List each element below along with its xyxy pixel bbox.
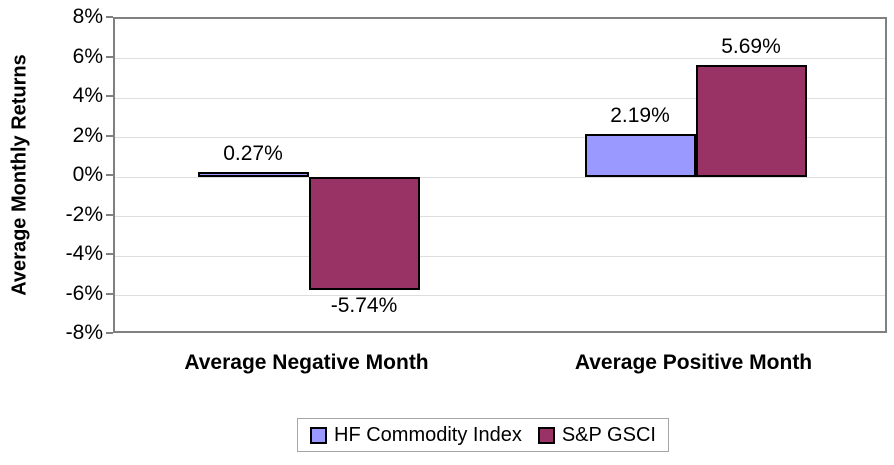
category-label: Average Negative Month xyxy=(184,351,429,374)
y-tick-label: 8% xyxy=(72,5,103,28)
bar-s-p-gsci[interactable] xyxy=(308,177,420,291)
gridline xyxy=(115,255,885,257)
y-tick-mark xyxy=(106,55,113,58)
bar-hf-commodity-index[interactable] xyxy=(197,171,309,177)
legend[interactable]: HF Commodity Index S&P GSCI xyxy=(297,418,669,452)
bar-hf-commodity-index[interactable] xyxy=(584,133,696,177)
y-tick-label: 6% xyxy=(72,44,103,68)
y-tick-mark xyxy=(106,253,113,255)
y-tick-mark xyxy=(106,292,113,295)
category-label: Average Positive Month xyxy=(574,351,813,374)
legend-entry[interactable]: S&P GSCI xyxy=(537,423,656,447)
gridline xyxy=(115,97,885,99)
bar-s-p-gsci[interactable] xyxy=(695,64,807,177)
y-tick-mark xyxy=(106,95,113,97)
bar-value-label: 5.69% xyxy=(721,34,781,58)
y-tick-mark xyxy=(106,16,113,18)
bar-value-label: 2.19% xyxy=(610,103,670,127)
y-tick-mark xyxy=(106,213,113,216)
gridline xyxy=(115,295,885,296)
gridline xyxy=(115,137,885,138)
y-tick-label: 4% xyxy=(72,84,103,107)
y-tick-mark xyxy=(106,134,113,137)
gridline xyxy=(115,176,885,178)
gridline xyxy=(115,58,885,59)
y-tick-mark xyxy=(106,174,113,176)
legend-swatch-icon xyxy=(310,426,327,444)
bar-value-label: -5.74% xyxy=(330,294,398,318)
y-tick-mark xyxy=(106,332,113,334)
legend-swatch-icon xyxy=(537,426,555,444)
y-tick-label: -4% xyxy=(65,242,103,265)
y-tick-label: -8% xyxy=(65,321,103,344)
bar-value-label: 0.27% xyxy=(223,141,283,165)
legend-label: HF Commodity Index xyxy=(334,423,522,446)
plot-area: 0.27% -5.74% 2.19% 5.69% xyxy=(113,17,887,333)
gridline xyxy=(115,216,885,217)
legend-entry[interactable]: HF Commodity Index xyxy=(310,424,522,447)
legend-label: S&P GSCI xyxy=(561,423,656,446)
y-tick-label: 2% xyxy=(72,123,103,147)
y-tick-label: -2% xyxy=(65,202,103,226)
y-tick-label: 0% xyxy=(72,163,103,186)
y-tick-label: -6% xyxy=(65,281,103,305)
